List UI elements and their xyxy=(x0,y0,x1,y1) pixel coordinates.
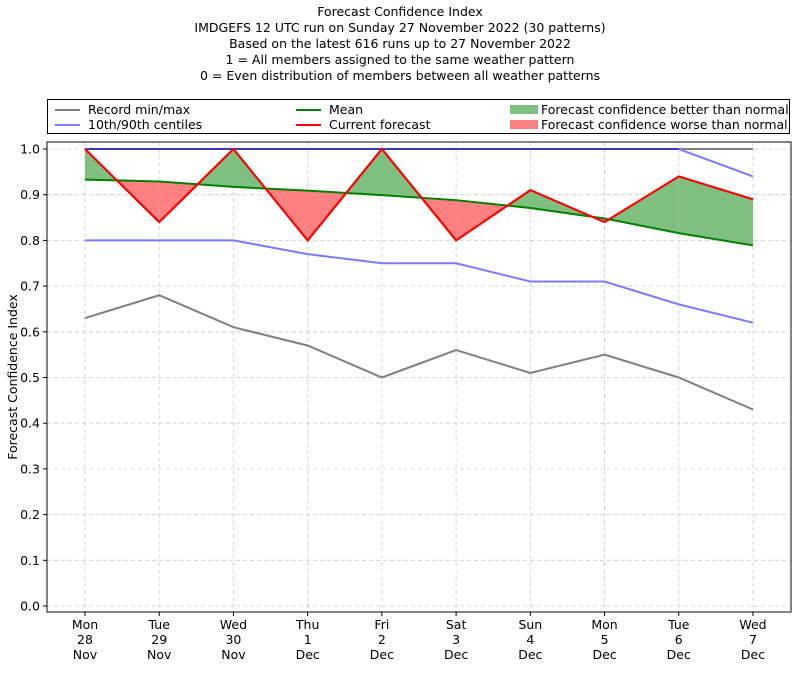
x-tick-label-date: 29 xyxy=(151,632,167,647)
series-line-90th-centile xyxy=(85,148,754,178)
y-tick-label: 0.4 xyxy=(20,416,40,431)
x-tick-label-day: Wed xyxy=(220,617,247,632)
chart-subtitle-4: 0 = Even distribution of members between… xyxy=(199,68,601,83)
x-tick-label-date: 30 xyxy=(225,632,241,647)
fill-better-than-normal xyxy=(609,176,679,234)
y-tick-label: 0.5 xyxy=(20,370,40,385)
x-tick-label-month: Dec xyxy=(592,647,616,662)
legend-item-centiles: 10th/90th centiles xyxy=(55,117,202,132)
legend-swatch-centiles xyxy=(55,123,80,126)
x-tick-label-date: 7 xyxy=(749,632,757,647)
legend-swatch-current xyxy=(296,123,321,126)
y-tick-label: 0.6 xyxy=(20,324,40,339)
legend-swatch-worse xyxy=(510,120,538,129)
x-tick-label-month: Dec xyxy=(296,647,320,662)
legend-label-record: Record min/max xyxy=(88,102,191,117)
legend-item-better: Forecast confidence better than normal xyxy=(510,102,789,117)
fill-worse-than-normal xyxy=(456,200,508,241)
y-tick-label: 1.0 xyxy=(20,142,40,157)
x-tick-label-month: Nov xyxy=(147,647,172,662)
x-axis: Mon28NovTue29NovWed30NovThu1DecFri2DecSa… xyxy=(72,612,767,662)
x-tick-label-date: 2 xyxy=(378,632,386,647)
x-tick-label-day: Mon xyxy=(591,617,617,632)
y-axis: 0.0 0.1 0.2 0.3 0.4 0.5 0.6 0.7 0.8 0.9 1.0 xyxy=(20,142,47,614)
x-tick-label-date: 28 xyxy=(77,632,93,647)
y-axis-label: Forecast Confidence Index xyxy=(5,294,20,460)
x-tick-label-day: Tue xyxy=(148,617,171,632)
x-tick-label-date: 5 xyxy=(601,632,609,647)
x-tick-label-day: Sat xyxy=(446,617,467,632)
y-tick-label: 0.9 xyxy=(20,187,40,202)
y-tick-label: 0.2 xyxy=(20,507,40,522)
legend-item-record: Record min/max xyxy=(55,102,190,117)
x-tick-label-day: Mon xyxy=(72,617,98,632)
x-tick-label-month: Dec xyxy=(667,647,691,662)
x-tick-label-month: Dec xyxy=(518,647,542,662)
legend-swatch-mean xyxy=(296,108,321,111)
chart-title: Forecast Confidence Index xyxy=(317,4,483,19)
legend: Record min/max 10th/90th centiles Mean C… xyxy=(47,99,790,134)
x-tick-label-month: Nov xyxy=(221,647,246,662)
x-tick-label-date: 6 xyxy=(675,632,683,647)
y-tick-label: 0.7 xyxy=(20,279,40,294)
series-lines xyxy=(84,147,754,411)
x-tick-label-day: Sun xyxy=(518,617,542,632)
chart-subtitle-2: Based on the latest 616 runs up to 27 No… xyxy=(229,36,571,51)
x-tick-label-date: 4 xyxy=(526,632,534,647)
y-tick-label: 0.8 xyxy=(20,233,40,248)
series-line-record-min xyxy=(84,294,754,411)
y-tick-label: 0.1 xyxy=(20,553,40,568)
series-line-10th-centile xyxy=(85,239,754,324)
chart-subtitle-1: IMDGEFS 12 UTC run on Sunday 27 November… xyxy=(194,20,606,35)
legend-item-current: Current forecast xyxy=(296,117,430,132)
legend-swatch-record xyxy=(55,108,80,111)
legend-label-better: Forecast confidence better than normal xyxy=(541,102,789,117)
legend-label-worse: Forecast confidence worse than normal xyxy=(541,117,788,132)
legend-label-current: Current forecast xyxy=(329,117,431,132)
x-tick-label-day: Thu xyxy=(295,617,319,632)
x-tick-label-month: Nov xyxy=(73,647,98,662)
legend-swatch-better xyxy=(510,105,538,114)
chart-title-block: Forecast Confidence Index IMDGEFS 12 UTC… xyxy=(0,4,800,84)
x-tick-label-date: 3 xyxy=(452,632,460,647)
legend-label-mean: Mean xyxy=(329,102,364,117)
x-tick-label-month: Dec xyxy=(370,647,394,662)
y-tick-label: 0.0 xyxy=(20,599,40,614)
x-tick-label-date: 1 xyxy=(304,632,312,647)
x-tick-label-month: Dec xyxy=(444,647,468,662)
series-line-current-forecast-top xyxy=(84,147,754,242)
x-tick-label-month: Dec xyxy=(741,647,765,662)
chart-subtitle-3: 1 = All members assigned to the same wea… xyxy=(225,52,575,67)
x-tick-label-day: Fri xyxy=(374,617,389,632)
y-tick-label: 0.3 xyxy=(20,461,40,476)
legend-item-mean: Mean xyxy=(296,102,363,117)
x-tick-label-day: Wed xyxy=(739,617,766,632)
legend-label-centiles: 10th/90th centiles xyxy=(88,117,203,132)
x-tick-label-day: Tue xyxy=(667,617,690,632)
legend-item-worse: Forecast confidence worse than normal xyxy=(510,117,788,132)
